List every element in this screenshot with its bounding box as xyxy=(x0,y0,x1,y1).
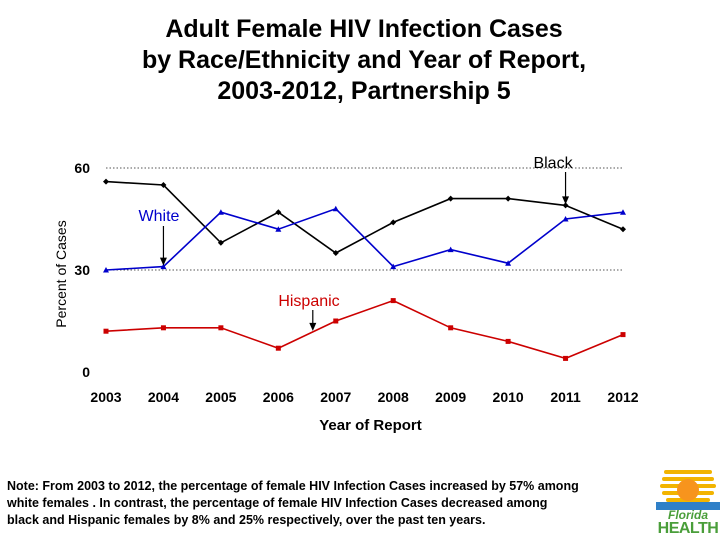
hispanic-point-2006 xyxy=(275,345,281,351)
x-tick-label: 2007 xyxy=(320,389,351,405)
black-point-2010 xyxy=(505,195,512,202)
sun-icon xyxy=(656,470,720,510)
logo-text-health: HEALTH xyxy=(657,520,719,537)
x-tick-label: 2011 xyxy=(550,389,581,405)
hispanic-arrowhead-icon xyxy=(309,322,317,331)
florida-health-logo: Florida HEALTH xyxy=(656,468,720,540)
white-point-2011 xyxy=(562,216,569,222)
hispanic-point-2008 xyxy=(390,298,396,304)
note-line-2: white females . In contrast, the percent… xyxy=(7,496,548,510)
title-line-2: by Race/Ethnicity and Year of Report, xyxy=(141,46,587,74)
hispanic-point-2009 xyxy=(448,325,454,331)
x-tick-label: 2008 xyxy=(378,389,409,405)
black-point-2004 xyxy=(160,182,167,188)
black-point-2003 xyxy=(103,178,109,185)
x-axis-title: Year of Report xyxy=(319,417,422,434)
white-line xyxy=(105,207,624,271)
white-point-2003 xyxy=(103,267,109,273)
x-tick-label: 2006 xyxy=(263,389,294,405)
black-arrowhead-icon xyxy=(562,196,570,205)
y-tick-label: 60 xyxy=(74,160,90,176)
white-series-label: White xyxy=(139,208,180,225)
hispanic-point-2004 xyxy=(160,325,166,331)
white-point-2008 xyxy=(390,263,397,270)
y-tick-label: 30 xyxy=(74,262,90,278)
x-tick-label: 2005 xyxy=(205,389,236,405)
hispanic-point-2003 xyxy=(103,328,109,334)
x-tick-label: 2004 xyxy=(148,389,179,405)
y-axis-title: Percent of Cases xyxy=(53,220,69,327)
series-annotations: Black White Hispanic xyxy=(139,155,574,331)
hispanic-point-2005 xyxy=(218,325,224,331)
x-tick-label: 2012 xyxy=(607,389,638,405)
black-point-2012 xyxy=(620,226,626,233)
black-point-2009 xyxy=(447,195,454,202)
title-line-3: 2003-2012, Partnership 5 xyxy=(217,77,511,105)
series-markers xyxy=(103,178,626,361)
footnote: Note: From 2003 to 2012, the percentage … xyxy=(7,478,657,529)
hispanic-point-2010 xyxy=(505,338,511,344)
axes: 0 30 60 2003 2004 2005 2006 2007 2008 2009 2010 201… xyxy=(53,160,639,434)
white-point-2007 xyxy=(332,205,339,212)
hispanic-line xyxy=(105,299,624,360)
x-tick-label: 2010 xyxy=(493,389,524,405)
white-point-2006 xyxy=(275,226,282,232)
hispanic-point-2007 xyxy=(333,318,339,324)
series-lines xyxy=(105,180,624,360)
note-line-1: Note: From 2003 to 2012, the percentage … xyxy=(7,479,579,493)
y-tick-label: 0 xyxy=(82,364,90,380)
line-chart: 0 30 60 2003 2004 2005 2006 2007 2008 2009 2010 201… xyxy=(53,155,639,434)
hispanic-point-2012 xyxy=(620,332,626,338)
white-arrowhead-icon xyxy=(159,257,167,266)
white-point-2012 xyxy=(620,209,626,215)
black-series-label: Black xyxy=(533,155,573,172)
white-point-2005 xyxy=(217,209,224,215)
x-tick-label: 2003 xyxy=(90,389,121,405)
black-line xyxy=(105,180,624,254)
white-point-2010 xyxy=(505,260,512,266)
hispanic-point-2011 xyxy=(563,355,569,361)
black-point-2006 xyxy=(275,209,282,216)
black-point-2011 xyxy=(562,202,569,209)
gridlines xyxy=(106,167,623,271)
black-point-2007 xyxy=(332,250,339,256)
black-point-2008 xyxy=(390,219,397,226)
logo-text-florida: Florida xyxy=(667,508,708,522)
white-point-2009 xyxy=(447,246,454,253)
title-line-1: Adult Female HIV Infection Cases xyxy=(165,15,563,43)
chart-title: Adult Female HIV Infection Cases by Race… xyxy=(0,14,720,107)
black-point-2005 xyxy=(217,239,224,246)
hispanic-series-label: Hispanic xyxy=(278,293,339,310)
x-tick-label: 2009 xyxy=(435,389,466,405)
white-point-2004 xyxy=(160,263,167,270)
note-line-3: black and Hispanic females by 8% and 25%… xyxy=(7,513,486,527)
